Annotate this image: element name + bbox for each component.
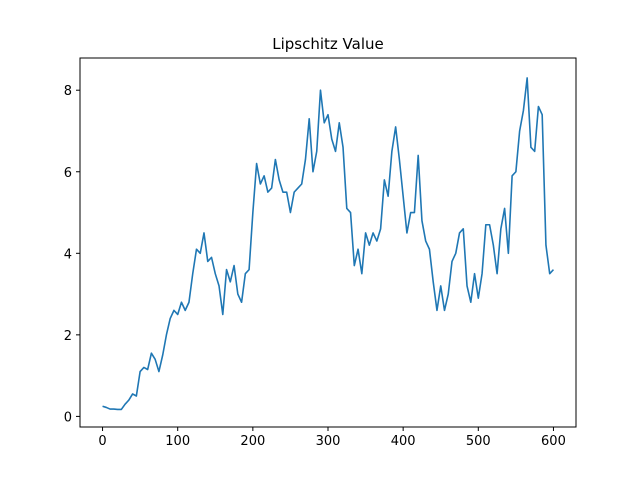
x-tick-label: 600 [541,434,566,449]
x-tick-label: 200 [240,434,265,449]
x-tick-label: 0 [98,434,106,449]
axes-frame [79,57,577,428]
x-tick-label: 500 [466,434,491,449]
chart-title: Lipschitz Value [272,35,384,53]
x-tick-label: 100 [165,434,190,449]
x-tick-label: 300 [316,434,341,449]
y-tick-label: 0 [64,410,72,425]
y-tick-label: 6 [64,166,72,181]
y-tick-label: 8 [64,84,72,99]
x-tick-label: 400 [391,434,416,449]
y-tick-label: 2 [64,329,72,344]
data-line [102,77,555,411]
y-tick-label: 4 [64,247,72,262]
